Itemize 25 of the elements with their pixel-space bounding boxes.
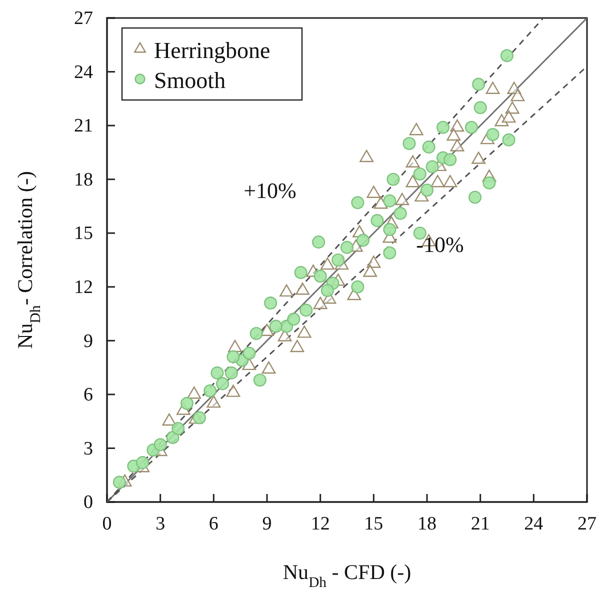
x-tick-label: 6 (208, 513, 218, 534)
x-tick-label: 0 (102, 513, 112, 534)
x-tick-label: 12 (310, 513, 330, 534)
y-tick-label: 24 (74, 62, 94, 83)
legend-label: Herringbone (154, 38, 270, 63)
x-tick-label: 24 (524, 513, 544, 534)
x-axis-title: Nu$_{Dh}$ - CFD (-) (282, 560, 412, 591)
y-tick-label: 27 (74, 8, 93, 30)
annotation: -10% (416, 232, 464, 257)
y-tick-label: 6 (84, 384, 93, 406)
y-tick-label: 15 (74, 223, 93, 244)
x-tick-label: 21 (470, 513, 490, 534)
y-tick-label: 18 (74, 169, 93, 190)
y-tick-label: 3 (84, 438, 93, 460)
x-tick-label: 9 (262, 513, 272, 534)
annotation: +10% (244, 178, 296, 203)
legend-label: Smooth (154, 68, 226, 93)
y-tick-label: 21 (74, 116, 93, 137)
y-tick-label: 9 (84, 330, 93, 352)
x-tick-label: 3 (156, 513, 166, 534)
x-tick-label: 18 (418, 513, 436, 534)
y-tick-label: 0 (84, 492, 93, 514)
x-tick-label: 15 (364, 513, 384, 534)
y-tick-label: 12 (74, 276, 93, 298)
x-tick-label: 27 (578, 513, 596, 534)
